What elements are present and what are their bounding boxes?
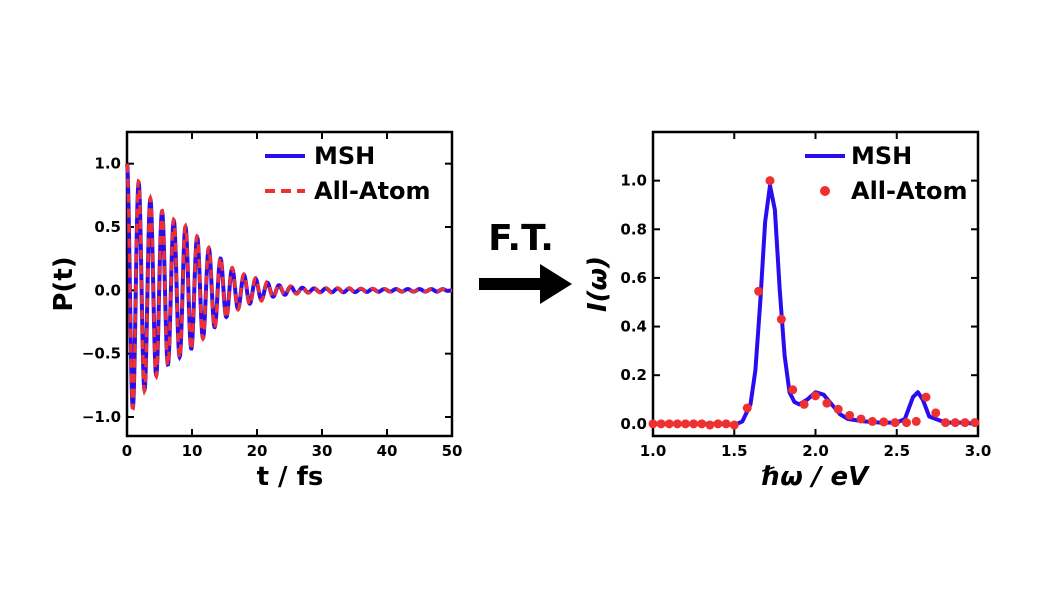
- allatom-signal-line: [125, 163, 452, 411]
- allatom-spectrum-point: [776, 314, 786, 324]
- allatom-spectrum-point: [799, 399, 809, 409]
- allatom-spectrum-point: [742, 403, 752, 413]
- allatom-spectrum-point: [845, 410, 855, 420]
- allatom-spectrum-point: [970, 418, 980, 428]
- x-tick-label: 1.5: [721, 442, 748, 460]
- allatom-spectrum-point: [648, 419, 658, 429]
- time-domain-panel: 0 10 20 30 40 50 −1.0 −0.5 0.0 0.5 1.0 MSH All-Ato…: [49, 130, 463, 492]
- allatom-spectrum-point: [822, 398, 832, 408]
- allatom-spectrum-point: [729, 420, 739, 430]
- allatom-spectrum-point: [856, 414, 866, 424]
- legend-msh-label-right: MSH: [851, 142, 912, 170]
- x-tick-label: 50: [442, 442, 463, 460]
- y-tick-label: 0.6: [620, 269, 647, 287]
- allatom-spectrum-point: [721, 419, 731, 429]
- legend-allatom-marker-right: [820, 186, 830, 196]
- left-x-axis-label: t / fs: [257, 462, 324, 492]
- allatom-spectrum-point: [902, 418, 911, 428]
- allatom-spectrum-point: [697, 419, 707, 429]
- y-tick-label: 0.0: [620, 415, 647, 433]
- x-tick-label: 10: [182, 442, 203, 460]
- x-tick-label: 20: [247, 442, 268, 460]
- allatom-spectrum-point: [950, 418, 960, 428]
- legend-allatom-label-right: All-Atom: [851, 177, 968, 205]
- allatom-spectrum-point: [664, 419, 674, 429]
- allatom-spectrum-point: [921, 392, 931, 402]
- allatom-spectrum-point: [681, 419, 690, 429]
- allatom-spectrum-point: [931, 408, 941, 418]
- y-tick-label: 1.0: [620, 172, 647, 190]
- spectrum-panel: 1.0 1.5 2.0 2.5 3.0 0.0 0.2 0.4 0.6 0.8 1.0 MSH Al…: [583, 130, 991, 492]
- x-tick-label: 2.5: [883, 442, 910, 460]
- y-tick-label: −0.5: [82, 345, 121, 363]
- allatom-spectrum-point: [765, 176, 775, 186]
- allatom-spectrum-point: [867, 416, 877, 426]
- allatom-spectrum-point: [890, 418, 900, 428]
- y-tick-label: 0.0: [94, 281, 121, 299]
- right-legend: MSH All-Atom: [805, 142, 968, 205]
- allatom-spectrum-point: [713, 419, 723, 429]
- x-tick-label: 40: [377, 442, 398, 460]
- x-tick-label: 2.0: [802, 442, 829, 460]
- right-x-axis-label: ℏω / eV: [762, 462, 870, 492]
- x-tick-label: 0: [122, 442, 132, 460]
- y-tick-label: 1.0: [94, 155, 121, 173]
- y-tick-label: 0.5: [94, 218, 121, 236]
- x-tick-label: 30: [312, 442, 333, 460]
- arrow-shaft: [479, 278, 543, 290]
- left-legend: MSH All-Atom: [265, 142, 431, 205]
- x-tick-label: 3.0: [965, 442, 992, 460]
- fourier-transform-arrow: F.T.: [479, 218, 572, 304]
- left-ticks: 0 10 20 30 40 50 −1.0 −0.5 0.0 0.5 1.0: [82, 132, 463, 460]
- right-series: [648, 176, 980, 430]
- allatom-spectrum-point: [656, 419, 666, 429]
- allatom-spectrum-point: [879, 417, 889, 427]
- legend-msh-label: MSH: [314, 142, 375, 170]
- y-tick-label: 0.2: [620, 366, 647, 384]
- arrow-head-icon: [540, 264, 572, 304]
- allatom-spectrum-point: [754, 286, 764, 296]
- allatom-spectrum-point: [672, 419, 682, 429]
- allatom-spectrum-point: [811, 391, 820, 401]
- right-y-axis-label: I(ω): [583, 256, 613, 312]
- allatom-spectrum-point: [941, 418, 950, 428]
- right-ticks: 1.0 1.5 2.0 2.5 3.0 0.0 0.2 0.4 0.6 0.8 1.0: [620, 132, 991, 460]
- allatom-spectrum-point: [960, 418, 970, 428]
- allatom-spectrum-point: [911, 416, 921, 426]
- y-tick-label: 0.8: [620, 220, 647, 238]
- allatom-spectrum-point: [705, 420, 715, 430]
- x-tick-label: 1.0: [640, 442, 667, 460]
- allatom-spectrum-point: [833, 404, 843, 414]
- y-tick-label: −1.0: [82, 408, 121, 426]
- y-tick-label: 0.4: [620, 318, 647, 336]
- legend-allatom-label: All-Atom: [314, 177, 431, 205]
- left-series: [125, 163, 452, 411]
- left-plot-frame: [125, 130, 454, 438]
- fourier-transform-label: F.T.: [488, 218, 554, 259]
- allatom-spectrum-point: [788, 385, 798, 395]
- msh-spectrum-line: [653, 183, 979, 428]
- left-y-axis-label: P(t): [49, 256, 79, 311]
- allatom-spectrum-point: [689, 419, 699, 429]
